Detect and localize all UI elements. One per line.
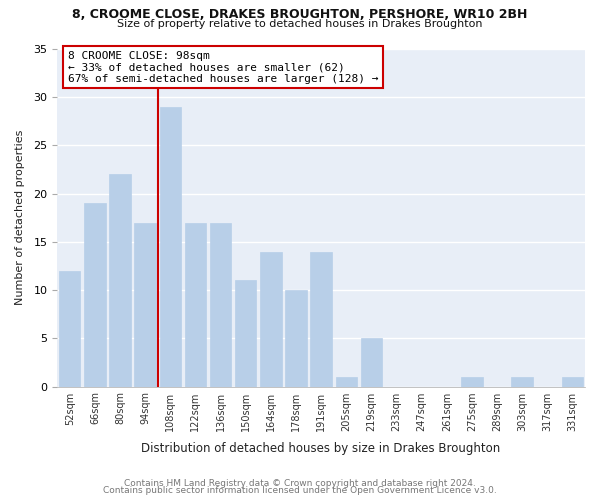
Bar [260, 252, 281, 386]
Bar [235, 280, 256, 386]
Bar [562, 377, 583, 386]
Bar [335, 377, 357, 386]
Bar [285, 290, 307, 386]
X-axis label: Distribution of detached houses by size in Drakes Broughton: Distribution of detached houses by size … [142, 442, 501, 455]
Text: 8, CROOME CLOSE, DRAKES BROUGHTON, PERSHORE, WR10 2BH: 8, CROOME CLOSE, DRAKES BROUGHTON, PERSH… [73, 8, 527, 20]
Bar [59, 271, 80, 386]
Y-axis label: Number of detached properties: Number of detached properties [15, 130, 25, 306]
Text: Size of property relative to detached houses in Drakes Broughton: Size of property relative to detached ho… [117, 19, 483, 29]
Bar [109, 174, 131, 386]
Bar [310, 252, 332, 386]
Bar [160, 107, 181, 386]
Bar [84, 204, 106, 386]
Bar [210, 222, 231, 386]
Bar [461, 377, 482, 386]
Text: Contains HM Land Registry data © Crown copyright and database right 2024.: Contains HM Land Registry data © Crown c… [124, 478, 476, 488]
Text: Contains public sector information licensed under the Open Government Licence v3: Contains public sector information licen… [103, 486, 497, 495]
Bar [511, 377, 533, 386]
Text: 8 CROOME CLOSE: 98sqm
← 33% of detached houses are smaller (62)
67% of semi-deta: 8 CROOME CLOSE: 98sqm ← 33% of detached … [68, 50, 378, 84]
Bar [361, 338, 382, 386]
Bar [134, 222, 156, 386]
Bar [185, 222, 206, 386]
